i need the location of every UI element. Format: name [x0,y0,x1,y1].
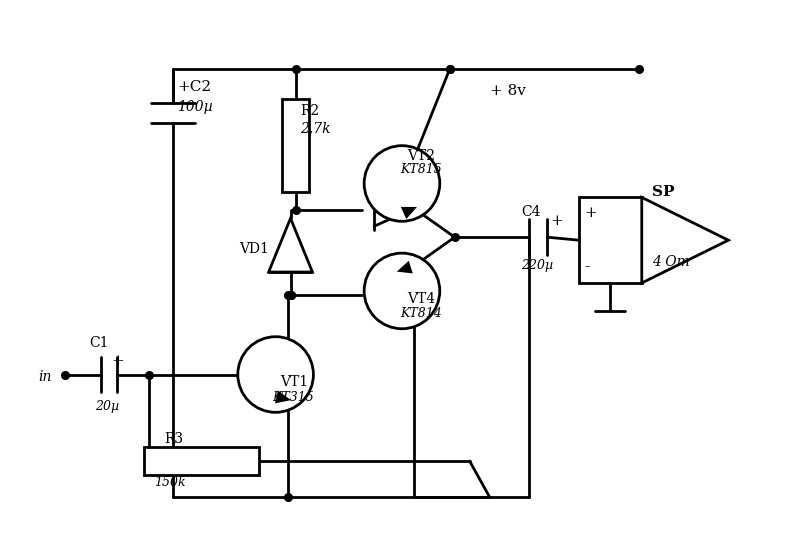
Polygon shape [403,208,414,216]
Circle shape [364,145,440,221]
Polygon shape [642,198,729,283]
Text: +C2: +C2 [177,80,211,94]
Text: + 8v: + 8v [490,84,525,98]
Text: 2,7k: 2,7k [301,122,331,136]
Text: +: + [551,214,563,228]
Polygon shape [269,218,312,272]
Polygon shape [277,393,288,402]
Text: R3: R3 [165,432,184,446]
Text: VT1: VT1 [281,376,308,390]
Text: 220µ: 220µ [521,259,554,271]
Text: C1: C1 [89,336,109,350]
Text: +: + [584,206,596,220]
Text: 100µ: 100µ [177,100,213,114]
Text: 4 Om: 4 Om [652,255,690,269]
Text: SP: SP [652,185,674,199]
Text: 150k: 150k [154,476,186,490]
Circle shape [364,253,440,329]
Text: +: + [112,354,124,367]
Text: 20µ: 20µ [96,400,119,413]
Polygon shape [400,263,411,272]
Text: KT815: KT815 [400,163,441,176]
Text: VT2: VT2 [407,149,435,163]
Bar [579,198,642,283]
Text: C4: C4 [521,205,541,219]
Bar [282,99,309,193]
Text: VT4: VT4 [407,292,435,306]
Text: R2: R2 [301,104,320,118]
Text: in: in [39,370,52,384]
Text: KT315: KT315 [273,391,314,404]
Text: KT814: KT814 [400,307,441,320]
Circle shape [238,337,313,412]
Text: VD1: VD1 [239,242,269,256]
Text: -: - [584,260,589,274]
Bar [144,447,259,475]
